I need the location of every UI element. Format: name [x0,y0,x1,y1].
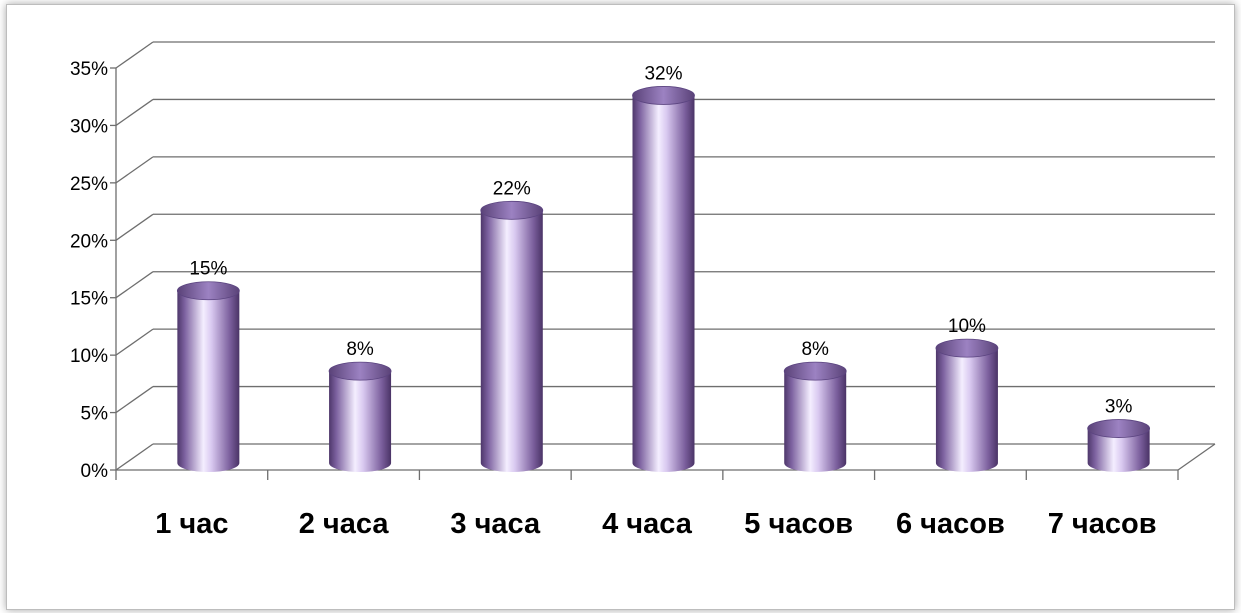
gridline-depth [115,156,154,184]
y-tick-label: 30% [70,116,108,137]
gridline-depth [115,98,154,126]
data-label: 10% [948,316,986,337]
y-tick-label: 15% [70,289,108,310]
bar [935,338,999,472]
gridline-depth [115,328,154,356]
bar-body [1087,428,1150,473]
bar [328,361,392,473]
data-label: 3% [1105,397,1133,418]
bar-top [632,86,695,105]
data-label: 15% [189,259,227,280]
y-tick-label: 0% [81,461,109,482]
bar-top [480,200,544,220]
bar-layer [176,86,1151,473]
axis-layer: 0% 5% 10% 15% 20% 25% 30% 35% [70,59,1216,482]
category-label: 6 часов [896,508,1005,540]
bar-body [632,95,695,473]
category-label: 7 часов [1048,508,1157,540]
bar-body [784,371,847,472]
bar-top [176,281,240,301]
category-label: 1 час [155,508,228,540]
bar-body [935,348,998,472]
gridline-depth [115,271,154,299]
bar-body [329,371,392,473]
gridline-depth [115,41,154,69]
y-tick-label: 25% [70,174,108,195]
category-label: 3 часа [450,508,541,540]
data-label: 8% [346,339,374,360]
bar [632,86,695,473]
floor-edge [1177,443,1216,471]
label-layer: 15% 1 час 8% 2 часа 22% 3 часа 32% 4 часа 8% 5 ча… [155,63,1156,540]
category-label: 5 часов [744,508,853,540]
bar [480,200,544,473]
bar-body [480,210,543,473]
data-label: 32% [644,63,682,84]
gridline-depth [115,443,154,471]
y-tick-label: 35% [70,59,108,80]
bar [176,281,240,473]
bar-top [1087,419,1151,438]
y-tick-label: 20% [70,231,108,252]
bar-top [783,361,847,381]
y-tick-label: 10% [70,346,108,367]
category-label: 2 часа [299,508,390,540]
data-label: 22% [493,178,531,199]
bar [783,361,847,472]
bar [1087,419,1151,473]
gridline-depth [115,213,154,241]
bar-body [177,290,240,473]
bar-top [935,338,999,358]
bar-top [328,361,392,381]
category-label: 4 часа [602,508,693,540]
data-label: 8% [801,339,829,360]
gridline-depth [115,386,154,414]
y-tick-label: 5% [81,404,109,425]
